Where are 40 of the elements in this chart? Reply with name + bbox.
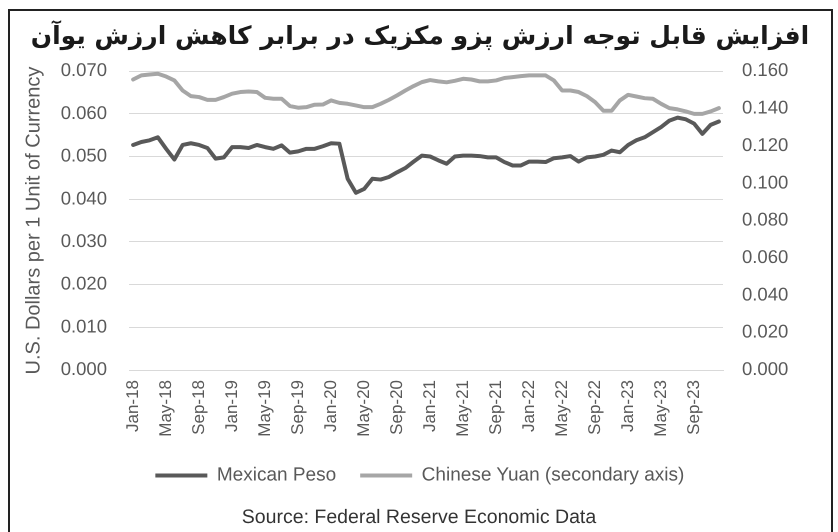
y2-tick-label: 0.120 [742,134,788,155]
legend-label: Chinese Yuan (secondary axis) [422,464,684,486]
x-tick-label: May-22 [552,380,571,437]
y2-tick-label: 0.160 [742,59,788,80]
x-tick-label: Jan-22 [518,380,538,432]
y2-tick-label: 0.060 [742,246,788,268]
y-axis-title: U.S. Dollars per 1 Unit of Currency [22,66,45,374]
x-tick-label: May-23 [650,380,670,437]
x-tick-label: Jan-23 [618,380,637,432]
y-tick-label: 0.070 [60,59,107,80]
x-tick-label: Sep-23 [684,380,703,435]
y-tick-label: 0.020 [60,272,107,294]
y2-tick-label: 0.040 [742,283,788,304]
x-tick-label: Jan-20 [320,380,340,432]
x-tick-label: May-19 [254,380,274,437]
y-tick-label: 0.050 [60,144,107,166]
y-tick-label: 0.060 [60,102,107,123]
x-tick-label: May-21 [452,380,472,437]
y-tick-label: 0.040 [60,187,107,208]
chart-title: افزایش قابل توجه ارزش پزو مکزیک در برابر کاهش ارزش یوآن [30,21,810,50]
y2-tick-label: 0.080 [742,208,788,230]
y-tick-label: 0.010 [60,315,107,336]
x-tick-label: May-20 [354,380,373,437]
x-tick-label: Sep-18 [188,380,208,435]
x-tick-label: May-18 [156,380,175,437]
x-tick-label: Sep-22 [584,380,604,435]
legend-label: Mexican Peso [216,464,336,486]
y-tick-label: 0.000 [60,358,107,380]
x-tick-label: Jan-21 [420,380,439,432]
x-tick-label: Sep-21 [486,380,505,435]
y2-tick-label: 0.140 [742,96,788,118]
y2-tick-label: 0.100 [742,171,788,192]
y-tick-label: 0.030 [60,230,107,251]
y2-tick-label: 0.000 [742,358,788,380]
x-tick-label: Jan-18 [122,380,142,432]
x-tick-label: Jan-19 [222,380,241,432]
x-tick-label: Sep-20 [386,380,406,435]
x-tick-label: Sep-19 [288,380,307,435]
source-note: Source: Federal Reserve Economic Data [242,506,596,528]
y2-tick-label: 0.020 [742,320,788,342]
